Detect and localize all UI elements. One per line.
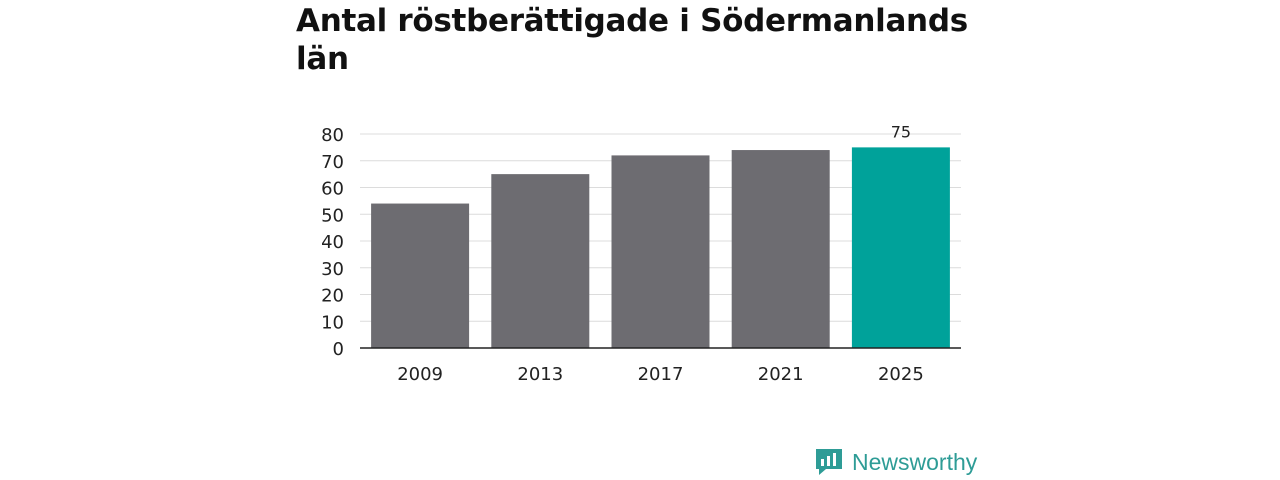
y-tick-label: 40 bbox=[321, 232, 344, 253]
bar bbox=[851, 147, 950, 348]
x-tick-label: 2025 bbox=[878, 364, 924, 385]
y-tick-label: 30 bbox=[321, 259, 344, 280]
x-tick-label: 2017 bbox=[638, 364, 684, 385]
x-tick-label: 2009 bbox=[397, 364, 443, 385]
brand-name: Newsworthy bbox=[852, 448, 978, 475]
y-tick-label: 10 bbox=[321, 312, 344, 333]
chart-title: Antal röstberättigade i Södermanlands lä… bbox=[296, 3, 968, 77]
bar bbox=[371, 203, 470, 348]
y-tick-label: 0 bbox=[333, 339, 344, 360]
newsworthy-logo-icon bbox=[816, 449, 842, 475]
y-tick-label: 50 bbox=[321, 205, 344, 226]
x-tick-label: 2013 bbox=[517, 364, 563, 385]
y-tick-label: 20 bbox=[321, 286, 344, 307]
bar bbox=[491, 174, 590, 348]
y-tick-label: 80 bbox=[321, 125, 344, 146]
x-tick-label: 2021 bbox=[758, 364, 804, 385]
y-tick-label: 70 bbox=[321, 152, 344, 173]
newsworthy-brand: Newsworthy bbox=[814, 446, 977, 478]
bar bbox=[731, 150, 830, 348]
bar bbox=[611, 155, 710, 348]
data-label: 75 bbox=[891, 122, 911, 141]
y-tick-label: 60 bbox=[321, 179, 344, 200]
